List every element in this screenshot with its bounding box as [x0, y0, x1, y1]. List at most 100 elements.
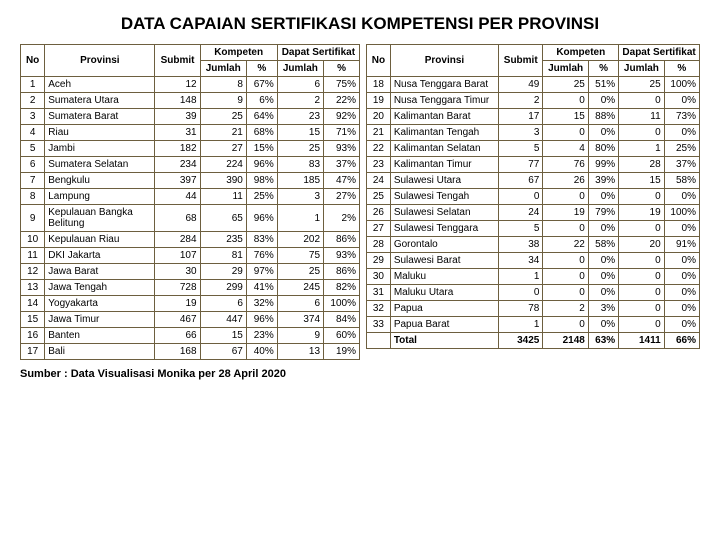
cell-dapat-persen: 71% — [324, 125, 360, 141]
left-table: No Provinsi Submit Kompeten Dapat Sertif… — [20, 44, 360, 360]
cell-dapat-jumlah: 185 — [277, 173, 323, 189]
cell-kompeten-jumlah: 224 — [200, 157, 246, 173]
total-row: Total3425214863%141166% — [367, 333, 700, 349]
cell-prov: Sumatera Utara — [45, 93, 155, 109]
cell-kompeten-persen: 0% — [588, 285, 618, 301]
cell-dapat-persen: 91% — [664, 237, 699, 253]
cell-kompeten-jumlah: 67 — [200, 344, 246, 360]
cell-dapat-jumlah: 0 — [619, 221, 664, 237]
cell-dapat-persen: 82% — [324, 280, 360, 296]
cell-dapat-jumlah: 1 — [619, 141, 664, 157]
cell-dapat-jumlah: 15 — [277, 125, 323, 141]
cell-dapat-jumlah: 0 — [619, 125, 664, 141]
cell-kompeten-persen: 0% — [588, 125, 618, 141]
table-row: 23Kalimantan Timur777699%2837% — [367, 157, 700, 173]
cell-no: 30 — [367, 269, 391, 285]
cell-no: 18 — [367, 77, 391, 93]
cell-submit: 44 — [155, 189, 200, 205]
col-kompeten: Kompeten — [543, 45, 619, 61]
cell-kompeten-jumlah: 447 — [200, 312, 246, 328]
cell-no: 29 — [367, 253, 391, 269]
cell-prov: Nusa Tenggara Timur — [390, 93, 498, 109]
cell-kompeten-jumlah: 390 — [200, 173, 246, 189]
cell-submit: 1 — [499, 269, 543, 285]
cell-kompeten-jumlah: 29 — [200, 264, 246, 280]
cell-kompeten-jumlah: 22 — [543, 237, 588, 253]
table-row: 9Kepulauan Bangka Belitung686596%12% — [21, 205, 360, 232]
cell-kompeten-persen: 68% — [246, 125, 277, 141]
cell-prov: Kalimantan Tengah — [390, 125, 498, 141]
cell-dapat-jumlah: 25 — [277, 141, 323, 157]
cell-submit: 0 — [499, 189, 543, 205]
cell-kompeten-jumlah: 11 — [200, 189, 246, 205]
cell-prov: Jambi — [45, 141, 155, 157]
cell-submit: 107 — [155, 248, 200, 264]
table-row: 13Jawa Tengah72829941%24582% — [21, 280, 360, 296]
cell-submit: 17 — [499, 109, 543, 125]
cell-dapat-persen: 0% — [664, 317, 699, 333]
cell-prov: Lampung — [45, 189, 155, 205]
left-table-head: No Provinsi Submit Kompeten Dapat Sertif… — [21, 45, 360, 77]
col-no: No — [367, 45, 391, 77]
table-row: 18Nusa Tenggara Barat492551%25100% — [367, 77, 700, 93]
cell-submit: 5 — [499, 221, 543, 237]
cell-submit: 24 — [499, 205, 543, 221]
cell-no: 27 — [367, 221, 391, 237]
cell-kompeten-jumlah: 4 — [543, 141, 588, 157]
cell-kompeten-persen: 97% — [246, 264, 277, 280]
tables-container: No Provinsi Submit Kompeten Dapat Sertif… — [20, 44, 700, 360]
cell-dapat-jumlah: 0 — [619, 301, 664, 317]
table-row: 20Kalimantan Barat171588%1173% — [367, 109, 700, 125]
table-row: 24Sulawesi Utara672639%1558% — [367, 173, 700, 189]
cell-dapat-persen: 0% — [664, 125, 699, 141]
cell-dj: 1411 — [619, 333, 664, 349]
cell-kompeten-jumlah: 26 — [543, 173, 588, 189]
cell-kompeten-persen: 58% — [588, 237, 618, 253]
cell-submit: 30 — [155, 264, 200, 280]
table-row: 12Jawa Barat302997%2586% — [21, 264, 360, 280]
cell-kompeten-persen: 3% — [588, 301, 618, 317]
table-row: 6Sumatera Selatan23422496%8337% — [21, 157, 360, 173]
cell-submit: 0 — [499, 285, 543, 301]
cell-submit: 467 — [155, 312, 200, 328]
cell-kompeten-jumlah: 9 — [200, 93, 246, 109]
cell-dapat-persen: 84% — [324, 312, 360, 328]
cell-kompeten-persen: 79% — [588, 205, 618, 221]
cell-dapat-jumlah: 0 — [619, 189, 664, 205]
col-dapat: Dapat Sertifikat — [277, 45, 359, 61]
cell-prov: Kalimantan Selatan — [390, 141, 498, 157]
table-row: 11DKI Jakarta1078176%7593% — [21, 248, 360, 264]
cell-dapat-persen: 100% — [664, 205, 699, 221]
cell-dapat-jumlah: 1 — [277, 205, 323, 232]
cell-no: 26 — [367, 205, 391, 221]
cell-no: 11 — [21, 248, 45, 264]
col-provinsi: Provinsi — [390, 45, 498, 77]
table-row: 28Gorontalo382258%2091% — [367, 237, 700, 253]
cell-kompeten-jumlah: 0 — [543, 253, 588, 269]
cell-kompeten-jumlah: 65 — [200, 205, 246, 232]
cell-kj: 2148 — [543, 333, 588, 349]
table-row: 33Papua Barat100%00% — [367, 317, 700, 333]
cell-submit: 1 — [499, 317, 543, 333]
col-kompeten-persen: % — [246, 61, 277, 77]
cell-prov: Sulawesi Tenggara — [390, 221, 498, 237]
table-row: 4Riau312168%1571% — [21, 125, 360, 141]
cell-kompeten-persen: 64% — [246, 109, 277, 125]
table-row: 29Sulawesi Barat3400%00% — [367, 253, 700, 269]
cell-submit: 34 — [499, 253, 543, 269]
cell-prov: Papua — [390, 301, 498, 317]
cell-no: 28 — [367, 237, 391, 253]
table-row: 3Sumatera Barat392564%2392% — [21, 109, 360, 125]
cell-no: 25 — [367, 189, 391, 205]
table-row: 10Kepulauan Riau28423583%20286% — [21, 232, 360, 248]
cell-submit: 234 — [155, 157, 200, 173]
cell-prov: Yogyakarta — [45, 296, 155, 312]
cell-no: 6 — [21, 157, 45, 173]
cell-kompeten-persen: 39% — [588, 173, 618, 189]
cell-kompeten-jumlah: 299 — [200, 280, 246, 296]
cell-dapat-persen: 73% — [664, 109, 699, 125]
cell-prov: Gorontalo — [390, 237, 498, 253]
cell-no: 7 — [21, 173, 45, 189]
cell-dapat-jumlah: 20 — [619, 237, 664, 253]
cell-dapat-persen: 0% — [664, 221, 699, 237]
